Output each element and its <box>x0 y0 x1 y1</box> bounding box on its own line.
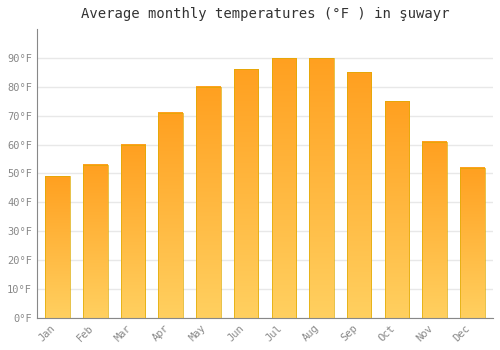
Bar <box>196 87 220 318</box>
Bar <box>384 101 409 318</box>
Bar <box>234 70 258 318</box>
Bar <box>46 176 70 318</box>
Bar <box>422 142 447 318</box>
Bar <box>309 58 334 318</box>
Bar <box>234 70 258 318</box>
Bar <box>272 58 296 318</box>
Bar <box>384 101 409 318</box>
Bar <box>120 145 145 318</box>
Bar <box>347 72 372 318</box>
Bar <box>422 142 447 318</box>
Bar <box>347 72 372 318</box>
Bar <box>460 168 484 318</box>
Bar <box>158 113 183 318</box>
Bar <box>83 165 108 318</box>
Bar <box>120 145 145 318</box>
Bar <box>158 113 183 318</box>
Title: Average monthly temperatures (°F ) in şuwayr: Average monthly temperatures (°F ) in şu… <box>80 7 449 21</box>
Bar <box>272 58 296 318</box>
Bar <box>196 87 220 318</box>
Bar <box>309 58 334 318</box>
Bar <box>460 168 484 318</box>
Bar <box>46 176 70 318</box>
Bar <box>83 165 108 318</box>
